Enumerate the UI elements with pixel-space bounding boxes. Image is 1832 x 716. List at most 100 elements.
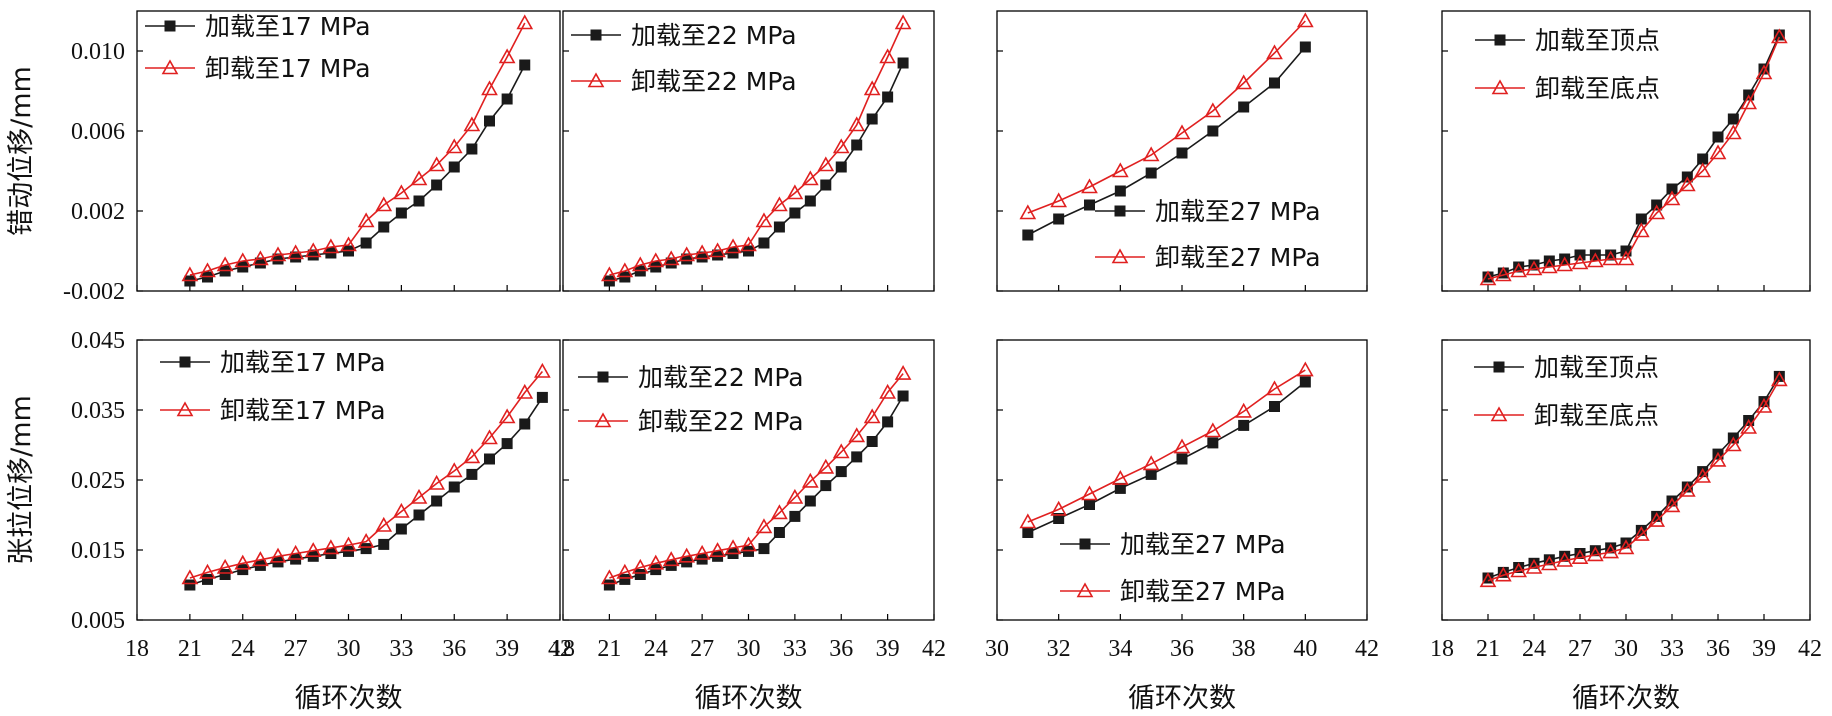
chart-panel-p22: 18 21 24 27 30 33 36 39 42 循环次数 加载至22 MPa 卸载至22 MPa [551,339,946,714]
data-point-series-1 [431,495,443,507]
data-point-series-1 [1712,131,1724,143]
data-point-series-2 [234,554,252,570]
x-tick-label: 36 [1706,636,1730,662]
legend-label: 加载至顶点 [1535,26,1660,55]
data-point-series-1 [820,179,832,191]
data-point-series-2 [1648,204,1666,220]
data-point-series-2 [304,542,322,558]
data-point-series-1 [1053,213,1065,225]
data-point-series-2 [678,246,696,262]
data-point-series-2 [724,238,742,254]
data-point-series-2 [755,518,773,534]
data-point-series-2 [1050,500,1068,516]
data-point-series-2 [863,408,881,424]
data-point-series-2 [1602,543,1620,559]
data-point-series-1 [343,545,354,557]
x-tick-label: 33 [1660,636,1684,662]
data-point-series-2 [252,551,269,567]
data-point-series-1 [789,510,801,522]
y-axis-label: 张拉位移/mm [6,395,37,565]
data-point-series-2 [662,551,680,567]
y-tick-label: 0.002 [71,199,125,225]
data-point-series-1 [743,545,754,557]
data-point-series-2 [1111,469,1129,485]
data-point-series-2 [771,196,788,212]
data-point-series-1 [804,495,816,507]
data-point-series-1 [681,253,693,265]
data-point-series-2 [1019,513,1037,529]
data-point-series-1 [272,253,284,265]
data-point-series-1 [1666,183,1678,195]
y-tick-label: 0.045 [71,328,125,354]
legend-label: 卸载至底点 [1535,74,1660,103]
legend-marker [1493,361,1505,373]
x-tick-label: 21 [597,636,621,662]
data-point-series-2 [1019,204,1037,220]
data-point-series-2 [1724,436,1742,452]
data-point-series-2 [724,539,742,555]
x-tick-label: 18 [551,636,575,662]
data-point-series-1 [773,527,785,538]
data-point-series-2 [1173,438,1191,454]
data-point-series-1 [448,481,460,493]
series-line-2 [1027,369,1306,523]
data-point-series-2 [1235,402,1253,418]
data-point-series-1 [1238,419,1250,431]
data-point-series-2 [1235,74,1253,90]
x-tick-label: 18 [1430,636,1454,662]
data-point-series-2 [1678,176,1696,192]
data-point-series-1 [466,468,478,480]
data-point-series-2 [863,80,881,96]
data-point-series-1 [1176,147,1188,159]
data-point-series-2 [287,244,304,260]
data-point-series-1 [1605,249,1617,261]
data-point-series-1 [1084,199,1095,211]
data-point-series-2 [1724,124,1742,140]
data-point-series-1 [1145,468,1157,480]
data-point-series-2 [357,212,375,228]
data-point-series-1 [712,249,724,261]
data-point-series-2 [601,569,618,585]
data-point-series-2 [1081,485,1098,501]
data-point-series-2 [1663,497,1681,513]
data-point-series-1 [1513,261,1525,273]
data-point-series-2 [216,256,234,272]
data-point-series-2 [817,458,835,474]
data-point-series-2 [1556,256,1574,272]
data-point-series-1 [360,237,372,249]
data-point-series-1 [1145,167,1157,179]
data-point-series-1 [360,543,372,555]
data-point-series-1 [696,251,708,263]
data-point-series-1 [1114,185,1126,197]
data-point-series-1 [519,418,531,430]
data-point-series-1 [413,195,425,207]
data-point-series-1 [431,179,443,191]
data-point-series-2 [1586,252,1604,268]
data-point-series-2 [1694,467,1712,483]
y-tick-label: 0.035 [71,398,125,424]
data-point-series-2 [428,156,445,172]
data-point-series-2 [1494,566,1512,582]
data-point-series-2 [269,246,287,262]
data-point-series-2 [755,212,773,228]
data-point-series-2 [1740,418,1758,434]
data-point-series-2 [647,252,665,268]
x-tick-label: 27 [690,636,714,662]
data-point-series-1 [758,543,770,555]
data-point-series-2 [662,250,680,266]
x-tick-label: 39 [1752,636,1776,662]
data-point-series-2 [1479,270,1497,286]
legend-label: 加载至顶点 [1534,353,1659,382]
data-point-series-1 [184,579,196,591]
legend-label: 加载至17 MPa [220,348,386,377]
data-point-series-2 [1755,397,1773,413]
x-tick-label: 30 [985,636,1009,662]
data-point-series-2 [1142,455,1160,471]
data-point-series-2 [1296,12,1314,28]
legend-marker [587,72,605,88]
data-point-series-2 [1663,190,1681,206]
legend-label: 卸载至17 MPa [205,54,371,83]
series-line-1 [1027,381,1306,534]
data-point-series-1 [619,573,631,585]
data-point-series-1 [1727,113,1739,125]
